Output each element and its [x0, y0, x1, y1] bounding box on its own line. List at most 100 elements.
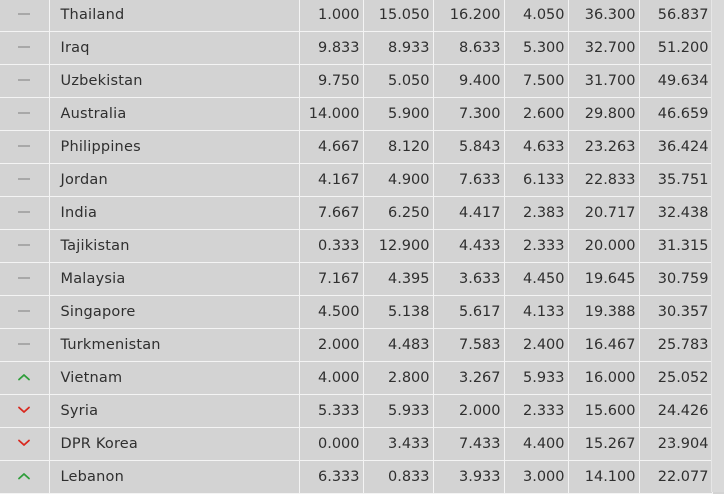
score-1-cell: 4.500	[299, 295, 364, 329]
score-3-cell: 4.433	[433, 229, 505, 263]
score-2-cell: 3.433	[363, 427, 434, 461]
table-row: Turkmenistan 2.000 4.483 7.583 2.400 16.467 25…	[0, 328, 713, 362]
country-name-cell: Vietnam	[49, 361, 300, 395]
total-points-cell: 20.000	[568, 229, 640, 263]
score-4-cell: 2.383	[504, 196, 569, 230]
score-1-cell: 9.833	[299, 31, 364, 65]
country-name-cell: Australia	[49, 97, 300, 131]
score-4-cell: 4.400	[504, 427, 569, 461]
total-points-cell: 16.000	[568, 361, 640, 395]
table-row: Uzbekistan 9.750 5.050 9.400 7.500 31.700 49.6…	[0, 64, 713, 98]
score-4-cell: 5.933	[504, 361, 569, 395]
trend-cell	[0, 460, 50, 494]
score-3-cell: 7.300	[433, 97, 505, 131]
score-2-cell: 5.050	[363, 64, 434, 98]
score-3-cell: 3.633	[433, 262, 505, 296]
dash-icon	[17, 306, 31, 316]
percentage-cell: 49.634	[639, 64, 713, 98]
vertical-scrollbar[interactable]	[711, 0, 724, 492]
score-3-cell: 5.843	[433, 130, 505, 164]
country-name-cell: Malaysia	[49, 262, 300, 296]
trend-cell	[0, 97, 50, 131]
score-1-cell: 7.667	[299, 196, 364, 230]
score-4-cell: 4.133	[504, 295, 569, 329]
score-3-cell: 9.400	[433, 64, 505, 98]
score-3-cell: 4.417	[433, 196, 505, 230]
score-3-cell: 2.000	[433, 394, 505, 428]
score-2-cell: 2.800	[363, 361, 434, 395]
score-4-cell: 2.400	[504, 328, 569, 362]
percentage-cell: 25.052	[639, 361, 713, 395]
trend-cell	[0, 295, 50, 329]
country-name-cell: Turkmenistan	[49, 328, 300, 362]
table-row: Vietnam 4.000 2.800 3.267 5.933 16.000 25.052	[0, 361, 713, 395]
percentage-cell: 25.783	[639, 328, 713, 362]
score-1-cell: 14.000	[299, 97, 364, 131]
country-name-cell: Philippines	[49, 130, 300, 164]
percentage-cell: 32.438	[639, 196, 713, 230]
score-3-cell: 7.633	[433, 163, 505, 197]
percentage-cell: 23.904	[639, 427, 713, 461]
dash-icon	[17, 273, 31, 283]
score-2-cell: 5.933	[363, 394, 434, 428]
score-3-cell: 3.267	[433, 361, 505, 395]
table-row: India 7.667 6.250 4.417 2.383 20.717 32.438	[0, 196, 713, 230]
score-1-cell: 4.000	[299, 361, 364, 395]
dash-icon	[17, 141, 31, 151]
table-row: Jordan 4.167 4.900 7.633 6.133 22.833 35.751	[0, 163, 713, 197]
score-4-cell: 5.300	[504, 31, 569, 65]
score-3-cell: 7.433	[433, 427, 505, 461]
score-4-cell: 6.133	[504, 163, 569, 197]
score-1-cell: 6.333	[299, 460, 364, 494]
score-2-cell: 12.900	[363, 229, 434, 263]
table-row: DPR Korea 0.000 3.433 7.433 4.400 15.267 23.90…	[0, 427, 713, 461]
table-row: Lebanon 6.333 0.833 3.933 3.000 14.100 22.077	[0, 460, 713, 494]
trend-cell	[0, 31, 50, 65]
score-2-cell: 5.138	[363, 295, 434, 329]
score-1-cell: 5.333	[299, 394, 364, 428]
score-2-cell: 5.900	[363, 97, 434, 131]
total-points-cell: 15.600	[568, 394, 640, 428]
score-2-cell: 8.120	[363, 130, 434, 164]
total-points-cell: 29.800	[568, 97, 640, 131]
dash-icon	[17, 339, 31, 349]
percentage-cell: 51.200	[639, 31, 713, 65]
country-name-cell: Iraq	[49, 31, 300, 65]
percentage-cell: 36.424	[639, 130, 713, 164]
score-1-cell: 2.000	[299, 328, 364, 362]
chevron-up-icon	[17, 471, 31, 481]
country-name-cell: Syria	[49, 394, 300, 428]
trend-cell	[0, 328, 50, 362]
chevron-up-icon	[17, 372, 31, 382]
dash-icon	[17, 42, 31, 52]
percentage-cell: 30.759	[639, 262, 713, 296]
total-points-cell: 20.717	[568, 196, 640, 230]
score-4-cell: 2.600	[504, 97, 569, 131]
score-3-cell: 16.200	[433, 0, 505, 32]
total-points-cell: 32.700	[568, 31, 640, 65]
score-1-cell: 4.167	[299, 163, 364, 197]
dash-icon	[17, 174, 31, 184]
total-points-cell: 19.388	[568, 295, 640, 329]
score-4-cell: 4.633	[504, 130, 569, 164]
trend-cell	[0, 0, 50, 32]
trend-cell	[0, 361, 50, 395]
score-3-cell: 5.617	[433, 295, 505, 329]
dash-icon	[17, 75, 31, 85]
trend-cell	[0, 394, 50, 428]
score-1-cell: 0.333	[299, 229, 364, 263]
score-4-cell: 3.000	[504, 460, 569, 494]
score-3-cell: 7.583	[433, 328, 505, 362]
score-2-cell: 4.483	[363, 328, 434, 362]
score-2-cell: 0.833	[363, 460, 434, 494]
table-row: Malaysia 7.167 4.395 3.633 4.450 19.645 30.759	[0, 262, 713, 296]
total-points-cell: 23.263	[568, 130, 640, 164]
dash-icon	[17, 9, 31, 19]
total-points-cell: 15.267	[568, 427, 640, 461]
country-name-cell: Tajikistan	[49, 229, 300, 263]
score-1-cell: 4.667	[299, 130, 364, 164]
country-name-cell: Singapore	[49, 295, 300, 329]
trend-cell	[0, 196, 50, 230]
total-points-cell: 19.645	[568, 262, 640, 296]
country-name-cell: India	[49, 196, 300, 230]
